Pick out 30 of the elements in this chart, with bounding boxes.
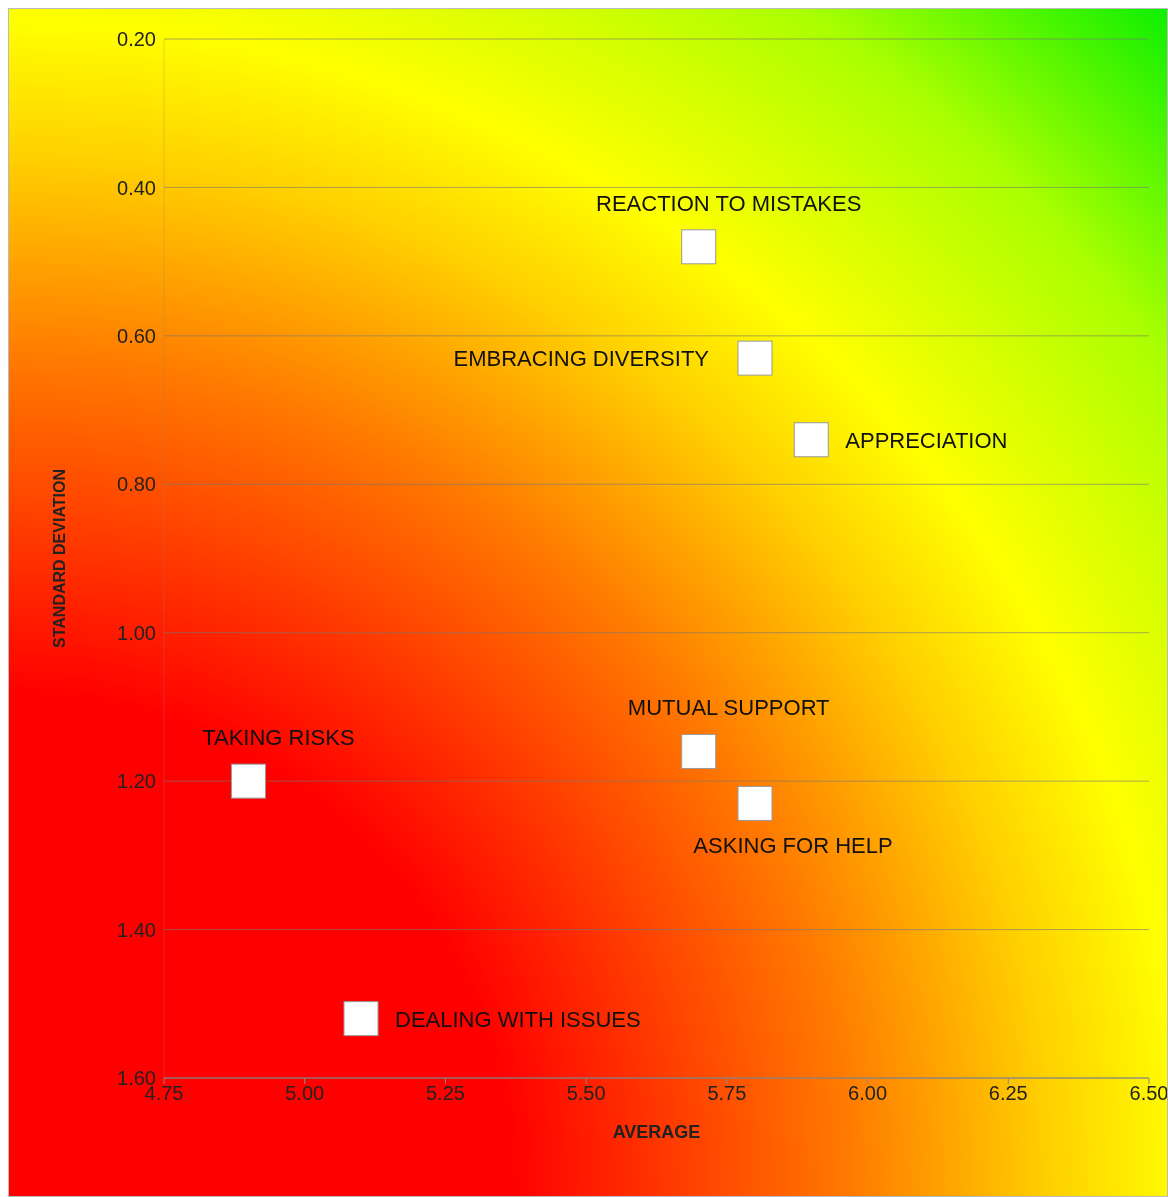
y-tick-label: 1.00: [117, 621, 156, 644]
x-tick-label: 6.50: [1129, 1082, 1168, 1105]
series-label: DEALING WITH ISSUES: [395, 1006, 641, 1032]
point: [793, 422, 829, 458]
point: [737, 340, 773, 376]
point: [737, 785, 773, 821]
y-tick-label: 0.40: [117, 176, 156, 199]
series-label: TAKING RISKS: [202, 725, 355, 751]
y-tick-label: 0.20: [117, 28, 156, 51]
series-label: ASKING FOR HELP: [693, 833, 893, 859]
point: [230, 763, 266, 799]
y-tick-label: 0.60: [117, 324, 156, 347]
series-label: MUTUAL SUPPORT: [627, 695, 830, 721]
series-label: REACTION TO MISTAKES: [596, 190, 862, 216]
x-tick-label: 6.00: [848, 1082, 888, 1105]
y-tick-label: 0.80: [117, 473, 156, 496]
series-label: APPRECIATION: [845, 427, 1008, 453]
point: [681, 733, 717, 769]
x-tick-label: 5.75: [707, 1082, 747, 1105]
point: [681, 229, 717, 265]
x-tick-label: 5.00: [285, 1082, 325, 1105]
y-tick-label: 1.20: [117, 770, 156, 793]
x-tick-label: 5.50: [566, 1082, 606, 1105]
x-tick-label: 5.25: [425, 1082, 465, 1105]
x-tick-label: 6.25: [988, 1082, 1028, 1105]
y-axis-title: STANDARD DEVIATION: [50, 469, 68, 648]
series-label: EMBRACING DIVERSITY: [453, 346, 710, 372]
y-tick-label: 1.40: [117, 918, 156, 941]
x-axis-title: AVERAGE: [612, 1122, 701, 1142]
point: [343, 1001, 379, 1037]
